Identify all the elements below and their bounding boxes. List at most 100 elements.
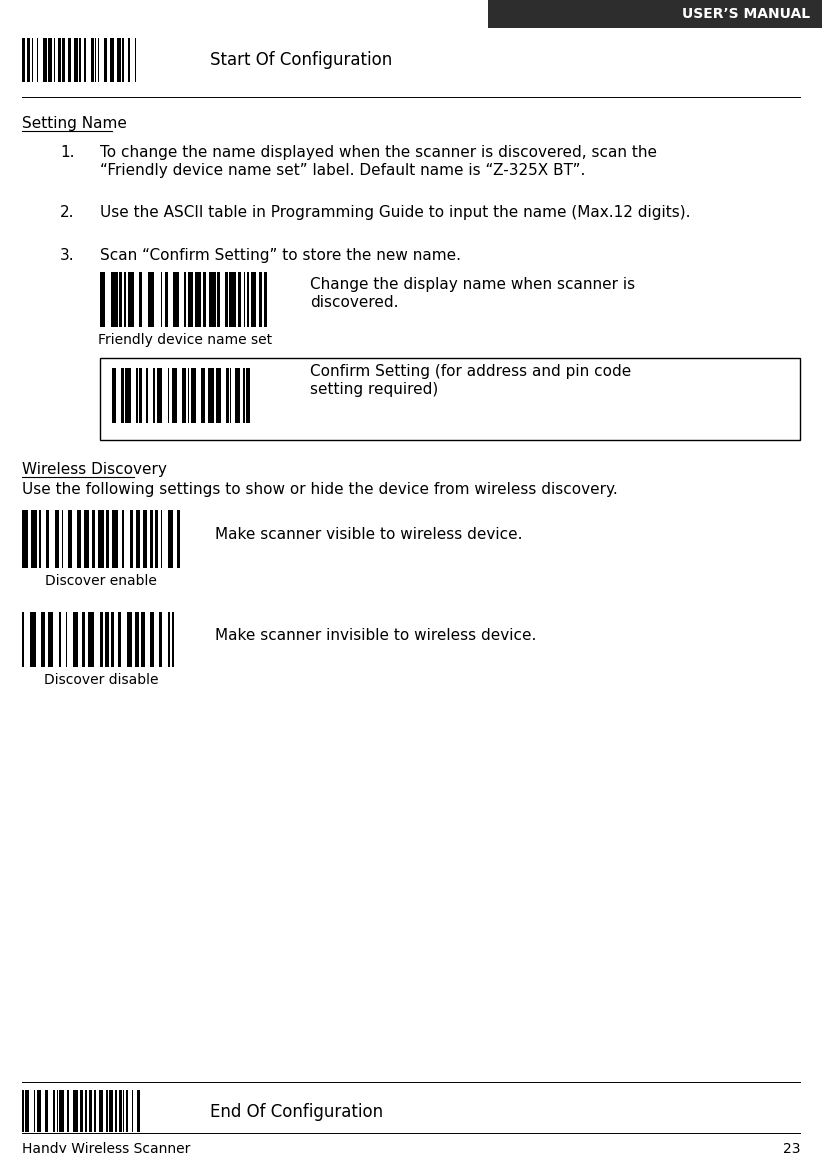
Bar [48,38,53,82]
Bar [210,272,215,327]
Bar [122,38,123,82]
Bar [46,510,49,568]
Bar [188,368,189,423]
Bar [59,1090,64,1132]
Bar [128,38,130,82]
Text: Setting Name: Setting Name [22,116,127,131]
Bar [73,1090,77,1132]
Bar [264,272,267,327]
Text: Wireless Discovery: Wireless Discovery [22,462,167,477]
Bar [243,368,245,423]
Bar [79,38,81,82]
Text: 1.: 1. [60,145,75,160]
Bar [126,368,131,423]
Bar [30,612,36,666]
Bar [142,510,147,568]
Bar [488,0,822,28]
Bar [53,38,55,82]
Bar [67,1090,69,1132]
Bar [184,272,187,327]
Bar [90,38,94,82]
Text: Make scanner visible to wireless device.: Make scanner visible to wireless device. [215,527,523,542]
Text: Use the following settings to show or hide the device from wireless discovery.: Use the following settings to show or hi… [22,482,618,497]
Bar [182,368,186,423]
Bar [106,1090,108,1132]
Bar [203,272,206,327]
Bar [148,272,155,327]
Bar [136,510,141,568]
Bar [119,1090,122,1132]
Bar [130,510,133,568]
Bar [55,510,59,568]
Bar [117,38,121,82]
Text: USER’S MANUAL: USER’S MANUAL [682,7,810,21]
Bar [141,612,145,666]
Bar [132,1090,133,1132]
Bar [201,368,205,423]
Bar [121,368,123,423]
Bar [98,38,99,82]
Bar [73,612,77,666]
Bar [168,612,170,666]
Bar [168,510,173,568]
Bar [246,368,250,423]
Bar [68,38,72,82]
Bar [80,1090,83,1132]
Bar [226,368,229,423]
Text: To change the name displayed when the scanner is discovered, scan the: To change the name displayed when the sc… [100,145,657,160]
Bar [48,612,53,666]
Bar [247,272,249,327]
Bar [119,272,122,327]
Bar [88,612,95,666]
Bar [74,38,78,82]
Bar [53,1090,55,1132]
Bar [57,1090,58,1132]
Bar [115,1090,118,1132]
Bar [59,612,61,666]
Text: Handy Wireless Scanner: Handy Wireless Scanner [22,1141,191,1153]
Bar [22,38,25,82]
Bar [94,1090,96,1132]
Bar [76,510,81,568]
Bar [209,368,214,423]
Text: Change the display name when scanner is: Change the display name when scanner is [310,277,635,292]
Bar [100,272,104,327]
Bar [37,1090,41,1132]
Bar [124,272,127,327]
Bar [160,272,162,327]
Bar [155,510,158,568]
Bar [82,612,85,666]
Text: “Friendly device name set” label. Default name is “Z-325X BT”.: “Friendly device name set” label. Defaul… [100,163,585,178]
Text: 3.: 3. [60,248,75,263]
Text: 23: 23 [783,1141,800,1153]
Bar [187,272,192,327]
Bar [67,510,72,568]
Bar [173,272,179,327]
Bar [34,1090,35,1132]
Bar [172,368,178,423]
Bar [22,510,28,568]
Bar [126,1090,127,1132]
Bar [153,368,155,423]
Bar [224,272,228,327]
Bar [111,272,118,327]
Bar [135,38,136,82]
Bar [123,1090,124,1132]
Bar [62,510,63,568]
Bar [104,612,109,666]
Text: Discover enable: Discover enable [45,574,157,588]
Bar [84,38,86,82]
Bar [43,38,47,82]
Text: End Of Configuration: End Of Configuration [210,1103,383,1121]
Bar [58,38,61,82]
Bar [27,38,30,82]
Bar [37,38,39,82]
Bar [110,38,114,82]
Bar [136,368,138,423]
Bar [45,1090,48,1132]
Bar [85,1090,87,1132]
Bar [140,368,142,423]
Text: Discover disable: Discover disable [44,673,159,687]
Bar [259,272,262,327]
Bar [66,612,67,666]
